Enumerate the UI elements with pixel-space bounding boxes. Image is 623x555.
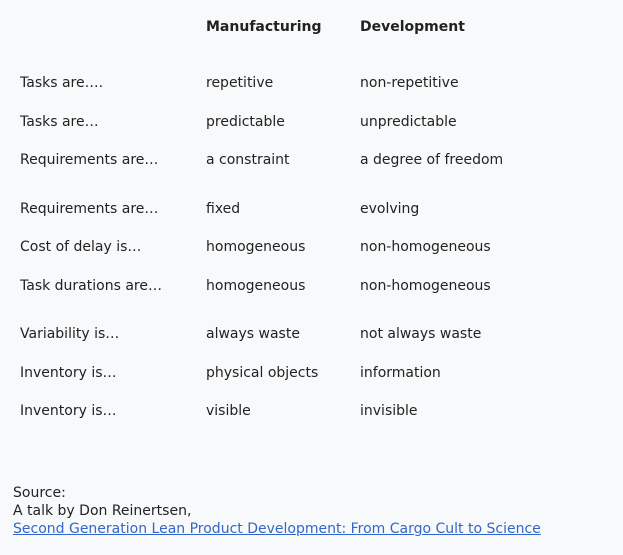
spacer-row [13, 180, 510, 190]
manufacturing-cell: fixed [206, 200, 241, 217]
manufacturing-cell: homogeneous [206, 239, 306, 256]
spacer-row [13, 305, 510, 315]
table-row: Cost of delay is… homogeneous non-homoge… [13, 228, 510, 267]
row-label: Requirements are… [20, 200, 159, 217]
development-cell: information [360, 364, 441, 381]
row-label: Requirements are… [20, 152, 159, 169]
development-cell: non-homogeneous [360, 239, 491, 256]
spacer-row [13, 54, 510, 64]
source-line: A talk by Don Reinertsen, [13, 503, 192, 519]
manufacturing-cell: repetitive [206, 75, 274, 92]
table-row: Requirements are… fixed evolving [13, 190, 510, 229]
header-development: Development [360, 19, 465, 35]
comparison-table: Manufacturing Development Tasks are…. re… [13, 0, 510, 431]
manufacturing-cell: predictable [206, 113, 285, 130]
manufacturing-cell: a constraint [206, 152, 290, 169]
header-manufacturing: Manufacturing [206, 19, 322, 35]
row-label: Inventory is… [20, 364, 117, 381]
header-row: Manufacturing Development [13, 0, 510, 54]
source-label: Source: [13, 485, 66, 501]
development-cell: unpredictable [360, 113, 457, 130]
row-label: Variability is… [20, 326, 120, 343]
row-label: Cost of delay is… [20, 239, 142, 256]
development-cell: a degree of freedom [360, 152, 504, 169]
development-cell: non-homogeneous [360, 277, 491, 294]
table-row: Variability is… always waste not always … [13, 315, 510, 354]
row-label: Inventory is… [20, 403, 117, 420]
development-cell: evolving [360, 200, 420, 217]
table-row: Inventory is… physical objects informati… [13, 354, 510, 393]
table-row: Inventory is… visible invisible [13, 392, 510, 431]
table-row: Tasks are…. repetitive non-repetitive [13, 64, 510, 103]
development-cell: not always waste [360, 326, 482, 343]
development-cell: invisible [360, 403, 418, 420]
source-link[interactable]: Second Generation Lean Product Developme… [13, 521, 541, 537]
table-row: Task durations are… homogeneous non-homo… [13, 267, 510, 306]
table-row: Requirements are… a constraint a degree … [13, 141, 510, 180]
row-label: Tasks are… [20, 113, 99, 130]
manufacturing-cell: always waste [206, 326, 300, 343]
source-citation: Source: A talk by Don Reinertsen, Second… [13, 484, 541, 538]
comparison-table-container: Manufacturing Development Tasks are…. re… [13, 0, 623, 431]
table-row: Tasks are… predictable unpredictable [13, 103, 510, 142]
development-cell: non-repetitive [360, 75, 459, 92]
manufacturing-cell: physical objects [206, 364, 319, 381]
manufacturing-cell: visible [206, 403, 251, 420]
row-label: Tasks are…. [20, 75, 104, 92]
row-label: Task durations are… [20, 277, 162, 294]
manufacturing-cell: homogeneous [206, 277, 306, 294]
header-empty [13, 0, 199, 54]
